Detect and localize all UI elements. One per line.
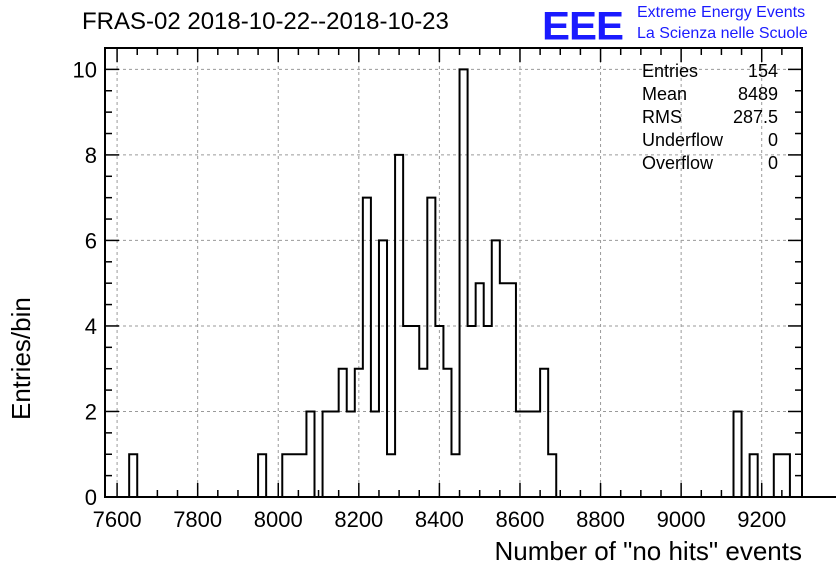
histogram-bar <box>298 454 306 497</box>
stats-entries-label: Entries <box>642 61 699 81</box>
histogram-bar <box>387 454 395 497</box>
histogram-bar <box>403 326 411 497</box>
stats-mean: Mean 8489 <box>642 83 778 106</box>
x-tick-label: 8600 <box>496 507 545 532</box>
x-tick-label: 8400 <box>415 507 464 532</box>
stats-rms: RMS 287.5 <box>642 106 778 129</box>
y-tick-label: 4 <box>85 314 97 339</box>
histogram-bar <box>484 326 492 497</box>
histogram-bar <box>451 454 459 497</box>
chart-title: FRAS-02 2018-10-22--2018-10-23 <box>82 8 449 35</box>
y-tick-label: 10 <box>73 57 97 82</box>
histogram-bar <box>379 240 387 497</box>
histogram-bar <box>782 454 790 497</box>
x-tick-label: 8000 <box>254 507 303 532</box>
histogram-bar <box>540 369 548 497</box>
histogram-bar <box>306 411 314 497</box>
x-tick-label: 8800 <box>576 507 625 532</box>
histogram-bar <box>443 369 451 497</box>
histogram-bar <box>282 454 290 497</box>
stats-overflow: Overflow 0 <box>642 152 778 175</box>
stats-rms-value: 287.5 <box>732 107 778 127</box>
stats-underflow-label: Underflow <box>642 130 724 150</box>
stats-rms-label: RMS <box>642 107 682 127</box>
histogram-bar <box>500 283 508 497</box>
histogram-bar <box>524 411 532 497</box>
histogram-bar <box>508 283 516 497</box>
stats-overflow-label: Overflow <box>642 153 714 173</box>
histogram-bar <box>492 240 500 497</box>
histogram-bar <box>435 326 443 497</box>
histogram-bar <box>290 454 298 497</box>
stats-overflow-value: 0 <box>767 153 778 173</box>
histogram-bar <box>355 369 363 497</box>
y-tick-label: 8 <box>85 143 97 168</box>
logo-line-2: La Scienza nelle Scuole <box>637 25 808 42</box>
y-axis-label: Entries/bin <box>6 297 36 420</box>
histogram-bar <box>258 454 266 497</box>
histogram-bar <box>532 411 540 497</box>
histogram-bar <box>323 411 331 497</box>
histogram-bar <box>750 454 758 497</box>
x-tick-label: 7600 <box>93 507 142 532</box>
logo-line-1: Extreme Energy Events <box>637 4 806 21</box>
x-tick-label: 9200 <box>737 507 786 532</box>
x-tick-label: 9000 <box>657 507 706 532</box>
stats-underflow-value: 0 <box>767 130 778 150</box>
histogram-bar <box>411 326 419 497</box>
stats-box: Entries 154 Mean 8489 RMS 287.5 Underflo… <box>642 60 778 175</box>
histogram-bar <box>548 454 556 497</box>
stats-underflow: Underflow 0 <box>642 129 778 152</box>
histogram-bar <box>468 326 476 497</box>
histogram-bar <box>363 198 371 497</box>
eee-logo-text: Extreme Energy Events La Scienza nelle S… <box>637 2 808 44</box>
histogram-bar <box>395 155 403 497</box>
stats-mean-value: 8489 <box>737 84 778 104</box>
histogram-bar <box>371 411 379 497</box>
histogram-bar <box>419 369 427 497</box>
stats-entries-value: 154 <box>747 61 778 81</box>
x-tick-label: 8200 <box>334 507 383 532</box>
histogram-bar <box>460 69 468 497</box>
x-tick-label: 7800 <box>173 507 222 532</box>
stats-entries: Entries 154 <box>642 60 778 83</box>
y-tick-label: 6 <box>85 228 97 253</box>
y-tick-label: 2 <box>85 399 97 424</box>
histogram-bar <box>129 454 137 497</box>
histogram-bar <box>734 411 742 497</box>
histogram-bar <box>347 411 355 497</box>
histogram-bar <box>331 411 339 497</box>
stats-mean-label: Mean <box>642 84 688 104</box>
eee-logo: EEE <box>542 3 624 48</box>
plot-frame <box>104 47 803 498</box>
histogram-bar <box>339 369 347 497</box>
y-tick-label: 0 <box>85 485 97 510</box>
histogram-bar <box>476 283 484 497</box>
histogram-bar <box>774 454 782 497</box>
histogram-bar <box>427 198 435 497</box>
x-axis-label: Number of "no hits" events <box>494 536 803 566</box>
